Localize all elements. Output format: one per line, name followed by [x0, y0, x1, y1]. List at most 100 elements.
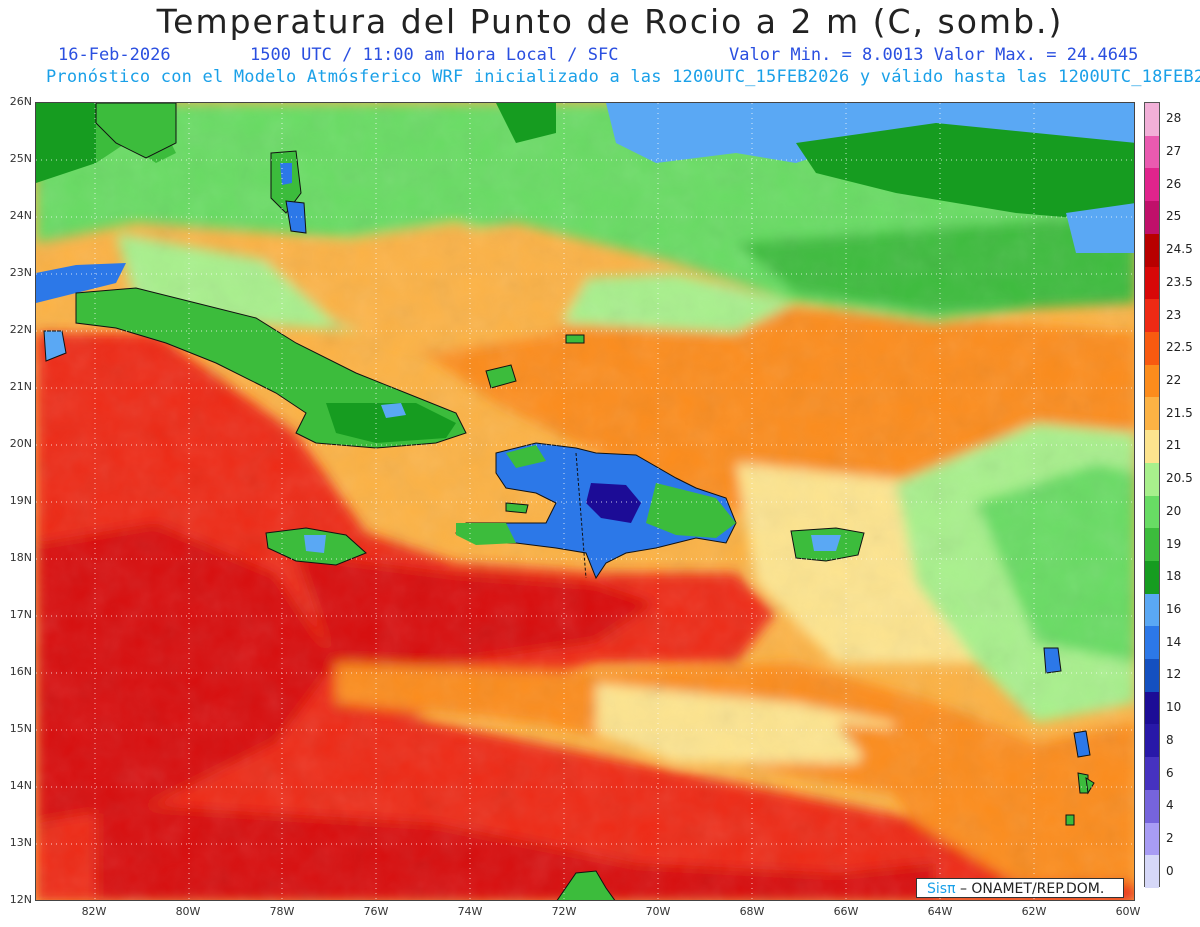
colorbar-swatch	[1145, 103, 1159, 137]
colorbar-swatch	[1145, 691, 1159, 725]
lat-label: 25N	[9, 152, 32, 165]
colorbar-label: 22	[1166, 373, 1182, 388]
lon-label: 66W	[833, 905, 859, 918]
land-venezuela-coast	[556, 870, 616, 900]
colorbar-label: 10	[1166, 700, 1182, 715]
cuba-east-green	[326, 403, 456, 443]
lon-label: 62W	[1021, 905, 1047, 918]
lat-label: 22N	[9, 323, 32, 336]
blue-atlantic-ne2	[1066, 203, 1134, 253]
lat-label: 16N	[9, 665, 32, 678]
colorbar-label: 20	[1166, 503, 1182, 518]
colorbar-label: 19	[1166, 536, 1182, 551]
island-caicos	[565, 334, 585, 344]
island-guadeloupe	[1043, 647, 1062, 674]
colorbar-label: 20.5	[1166, 471, 1193, 486]
colorbar-swatch	[1145, 822, 1159, 856]
colorbar-swatch	[1145, 168, 1159, 202]
colorbar-label: 2	[1166, 830, 1174, 845]
colorbar-swatch	[1145, 593, 1159, 627]
lat-label: 12N	[9, 893, 32, 906]
pr-blue	[811, 535, 841, 551]
colorbar-swatch	[1145, 528, 1159, 562]
forecast-time: 1500 UTC / 11:00 am Hora Local / SFC	[250, 45, 619, 65]
lat-label: 21N	[9, 380, 32, 393]
island-martinique	[1073, 730, 1091, 758]
lon-label: 64W	[927, 905, 953, 918]
lon-label: 76W	[363, 905, 389, 918]
colorbar-swatch	[1145, 201, 1159, 235]
colorbar-swatch	[1145, 364, 1159, 398]
colorbar-label: 4	[1166, 798, 1174, 813]
andros-blue	[280, 163, 292, 185]
colorbar-swatch	[1145, 757, 1159, 791]
colorbar-label: 22.5	[1166, 340, 1193, 355]
lat-label: 17N	[9, 608, 32, 621]
lon-label: 74W	[457, 905, 483, 918]
colorbar-label: 0	[1166, 863, 1174, 878]
blue-gulf-mexico	[36, 263, 126, 303]
lon-label: 60W	[1115, 905, 1141, 918]
island-barbados	[1085, 777, 1095, 795]
colorbar-swatch	[1145, 789, 1159, 824]
colorbar-label: 26	[1166, 176, 1182, 191]
colorbar-label: 21	[1166, 438, 1182, 453]
hispaniola-east-green	[646, 483, 736, 538]
hispaniola-dark-core	[586, 483, 641, 523]
lon-label: 82W	[81, 905, 107, 918]
island-gonave	[505, 502, 529, 514]
cuba-blue-spot	[381, 403, 406, 418]
colorbar-label: 12	[1166, 667, 1182, 682]
colorbar-swatch	[1145, 626, 1159, 660]
green-north-cent	[496, 103, 556, 143]
value-range: Valor Min. = 8.0013 Valor Max. = 24.4645	[729, 45, 1139, 65]
map-title: Temperatura del Punto de Rocio a 2 m (C,…	[156, 2, 1064, 41]
colorbar-swatch	[1145, 331, 1159, 366]
lat-label: 26N	[9, 95, 32, 108]
lat-label: 24N	[9, 209, 32, 222]
lat-label: 18N	[9, 551, 32, 564]
lon-label: 78W	[269, 905, 295, 918]
colorbar-label: 21.5	[1166, 405, 1193, 420]
gridlines	[36, 103, 1134, 900]
colorbar-swatch	[1145, 430, 1159, 464]
forecast-date: 16-Feb-2026	[58, 45, 171, 65]
colorbar-label: 16	[1166, 601, 1182, 616]
colorbar-label: 6	[1166, 765, 1174, 780]
model-description: Pronóstico con el Modelo Atmósferico WRF…	[46, 67, 1200, 87]
colorbar-label: 14	[1166, 634, 1182, 649]
lat-label: 13N	[9, 836, 32, 849]
colorbar-swatch	[1145, 659, 1159, 693]
green-gulf	[36, 103, 96, 183]
colorbar-swatch	[1145, 724, 1159, 758]
credit-brand: Sisπ	[927, 881, 956, 897]
lon-label: 70W	[645, 905, 671, 918]
colorbar-label: 28	[1166, 111, 1182, 126]
colorbar-swatch	[1145, 495, 1159, 529]
colorbar-label: 23	[1166, 307, 1182, 322]
lon-label: 68W	[739, 905, 765, 918]
colorbar-swatch	[1145, 135, 1159, 169]
colorbar-swatch	[1145, 560, 1159, 595]
colorbar-label: 27	[1166, 144, 1182, 159]
colorbar-swatch	[1145, 299, 1159, 333]
lat-label: 19N	[9, 494, 32, 507]
island-grenada	[1065, 814, 1075, 826]
colorbar-label: 8	[1166, 732, 1174, 747]
colorbar-label: 24.5	[1166, 242, 1193, 257]
hispaniola-west-green	[456, 523, 516, 545]
colorbar-label: 18	[1166, 569, 1182, 584]
hispaniola-north-green	[506, 445, 546, 468]
colorbar-label: 23.5	[1166, 274, 1193, 289]
island-inagua	[485, 364, 517, 389]
land-florida	[95, 103, 177, 159]
green-atlantic-ne	[796, 123, 1134, 223]
lat-label: 15N	[9, 722, 32, 735]
colorbar-label: 25	[1166, 209, 1182, 224]
colorbar-swatch	[1145, 397, 1159, 431]
colorbar-swatch	[1145, 462, 1159, 496]
jamaica-blue	[304, 535, 326, 553]
lon-label: 72W	[551, 905, 577, 918]
lon-label: 80W	[175, 905, 201, 918]
lat-label: 20N	[9, 437, 32, 450]
